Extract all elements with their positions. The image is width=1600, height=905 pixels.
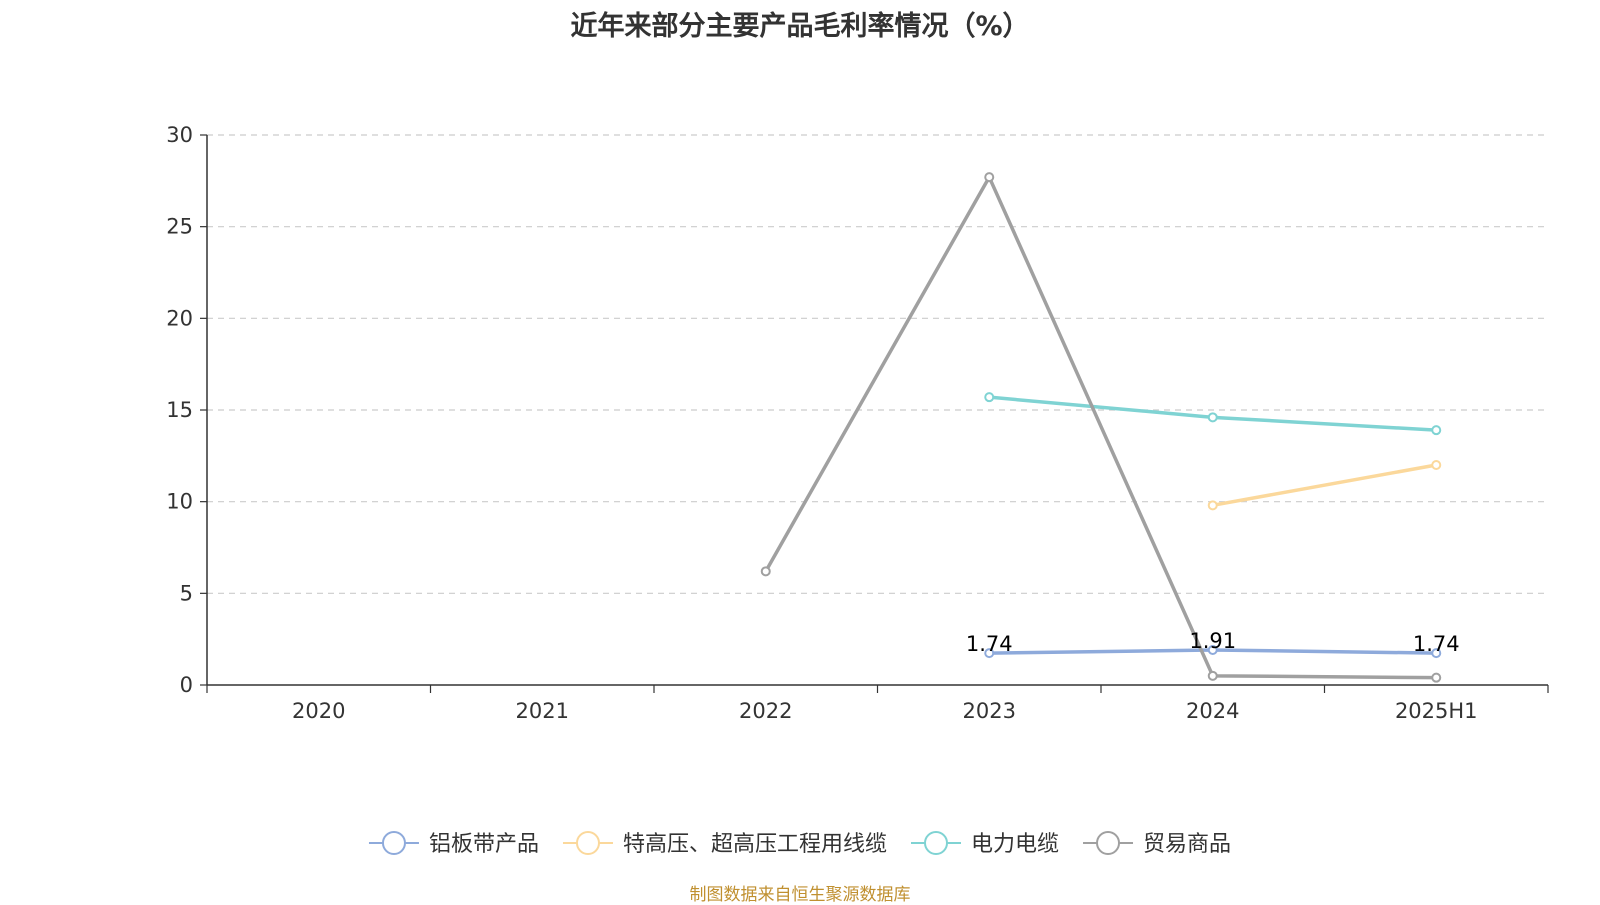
x-tick-label: 2024 bbox=[1186, 699, 1239, 723]
x-tick-label: 2022 bbox=[739, 699, 792, 723]
series-line-3 bbox=[764, 175, 1437, 680]
data-point bbox=[1207, 500, 1218, 511]
source-note: 制图数据来自恒生聚源数据库 bbox=[689, 885, 911, 905]
data-label: 1.91 bbox=[1189, 629, 1236, 653]
data-point bbox=[1431, 648, 1442, 659]
series-line-1 bbox=[1212, 463, 1437, 508]
data-point bbox=[984, 172, 995, 183]
data-point bbox=[984, 648, 995, 659]
data-point bbox=[1431, 460, 1442, 470]
data-point bbox=[1207, 412, 1218, 423]
chart-title: 近年来部分主要产品毛利率情况（%） bbox=[570, 11, 1030, 42]
data-point bbox=[984, 392, 995, 403]
x-tick-label: 2023 bbox=[963, 699, 1016, 723]
legend-marker-icon bbox=[1096, 831, 1121, 855]
y-tick-label: 5 bbox=[180, 581, 193, 605]
grid-lines bbox=[207, 134, 1548, 594]
legend-marker-icon bbox=[575, 831, 600, 855]
x-tick-label: 2021 bbox=[516, 699, 569, 723]
legend-label: 特高压、超高压工程用线缆 bbox=[623, 832, 887, 857]
series-lines bbox=[760, 172, 1442, 683]
data-point bbox=[1207, 644, 1218, 655]
y-tick-label: 0 bbox=[180, 673, 193, 697]
x-tick-label: 2025H1 bbox=[1395, 699, 1478, 723]
data-point bbox=[1207, 670, 1218, 681]
data-label: 1.74 bbox=[1413, 632, 1460, 656]
legend[interactable]: 铝板带产品 特高压、超高压工程用线缆 电力电缆 贸易商品 bbox=[368, 831, 1231, 857]
legend-item[interactable]: 铝板带产品 bbox=[368, 831, 539, 857]
y-tick-label: 15 bbox=[166, 398, 193, 422]
x-tick-label: 2020 bbox=[292, 699, 345, 723]
y-tick-label: 30 bbox=[166, 123, 193, 147]
axes: 0 5 10 15 20 25 30 2020 2021 2022 2023 2024 2025H1 bbox=[166, 123, 1549, 723]
legend-marker-icon bbox=[924, 831, 948, 855]
y-tick-label: 20 bbox=[166, 306, 193, 330]
legend-label: 铝板带产品 bbox=[429, 832, 539, 857]
legend-item[interactable]: 贸易商品 bbox=[1083, 831, 1231, 857]
legend-label: 贸易商品 bbox=[1143, 832, 1231, 857]
y-tick-label: 25 bbox=[166, 215, 193, 239]
legend-label: 电力电缆 bbox=[971, 832, 1059, 857]
data-point bbox=[760, 566, 771, 577]
legend-item[interactable]: 电力电缆 bbox=[911, 831, 1059, 857]
legend-marker-icon bbox=[381, 831, 406, 855]
data-labels: 1.74 1.91 1.74 bbox=[966, 629, 1460, 656]
data-label: 1.74 bbox=[966, 632, 1013, 656]
legend-item[interactable]: 特高压、超高压工程用线缆 bbox=[562, 831, 887, 857]
data-point bbox=[1431, 672, 1442, 683]
data-point bbox=[1431, 425, 1442, 436]
y-tick-label: 10 bbox=[166, 490, 193, 514]
